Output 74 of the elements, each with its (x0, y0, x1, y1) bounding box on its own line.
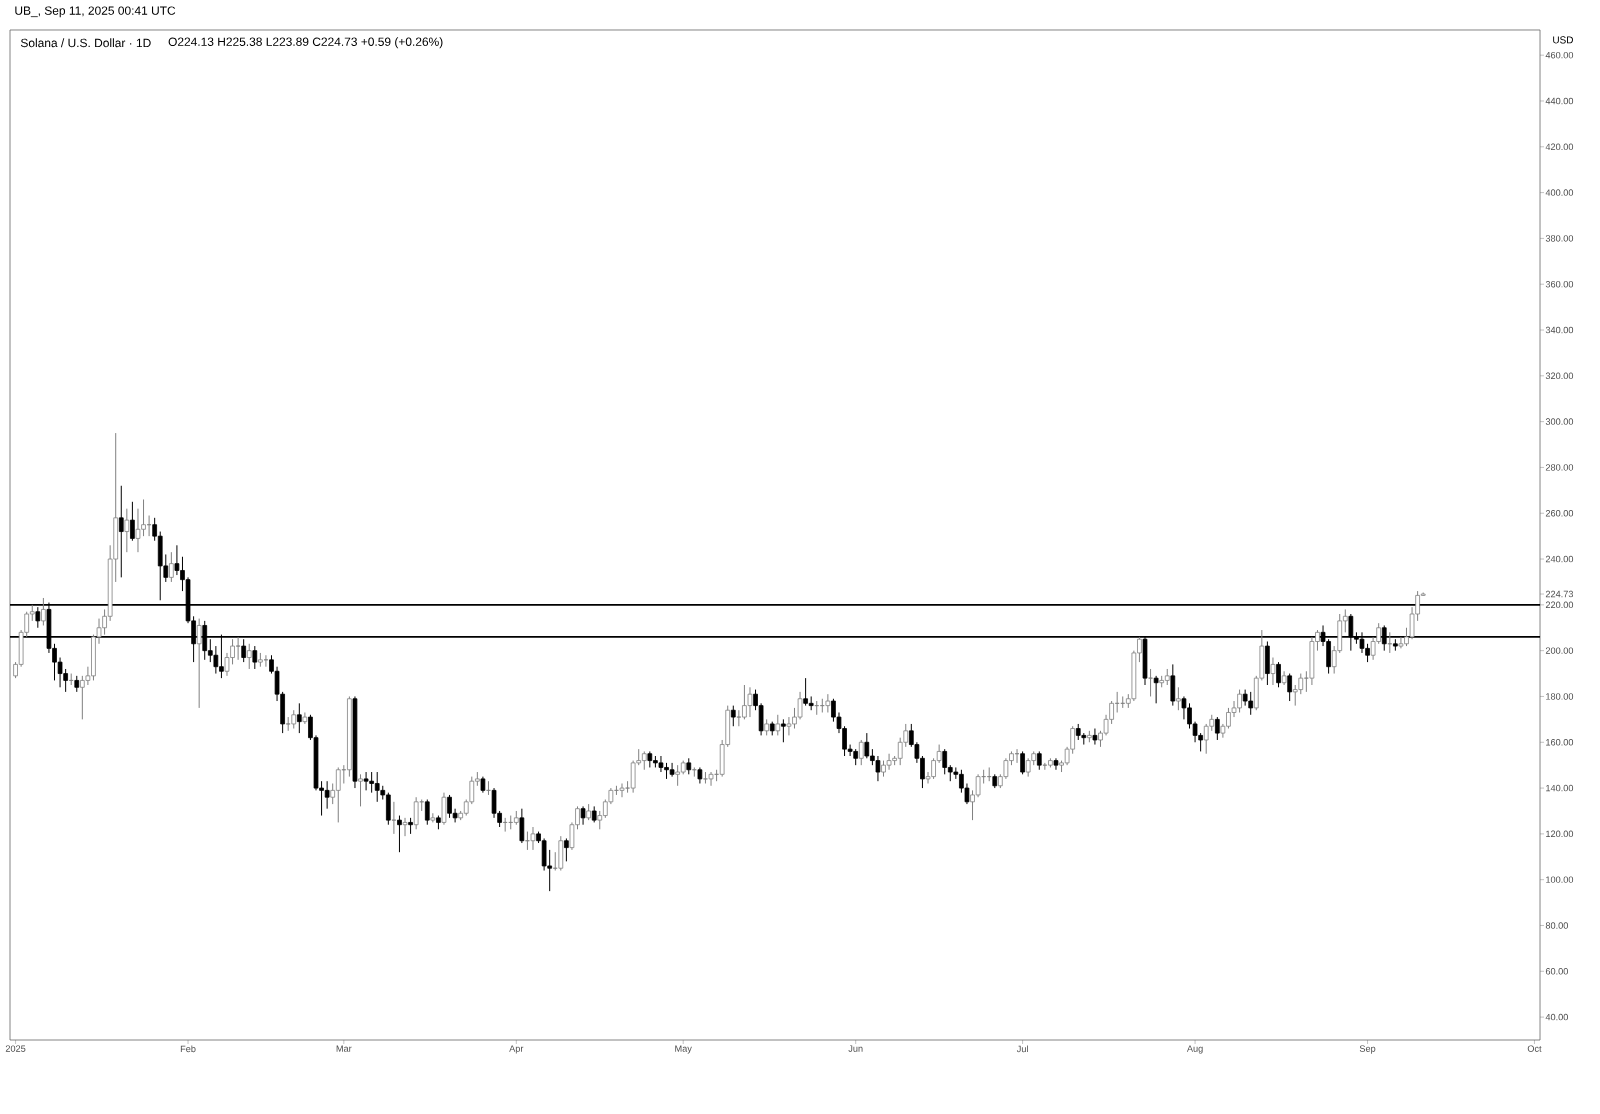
candlestick (1226, 707, 1231, 730)
candlestick (658, 755, 664, 773)
candlestick (1242, 689, 1248, 707)
candlestick (1036, 750, 1042, 771)
candlestick (886, 753, 892, 771)
candlestick (1170, 663, 1176, 707)
candlestick (1025, 757, 1031, 778)
candlestick (803, 677, 808, 707)
candlestick (1398, 636, 1404, 649)
candlestick (374, 771, 380, 803)
candlestick (369, 771, 374, 794)
candlestick (825, 693, 831, 713)
candlestick (296, 702, 302, 734)
candlestick (1014, 748, 1020, 764)
candlestick (1248, 691, 1254, 716)
candlestick (118, 485, 124, 578)
candlestick (291, 709, 297, 730)
candlestick (169, 551, 174, 583)
candlestick (641, 750, 647, 771)
candlestick (858, 739, 864, 766)
candlestick (1203, 723, 1209, 755)
candlestick (1237, 689, 1242, 713)
candlestick (324, 780, 330, 810)
candlestick (1020, 750, 1025, 775)
candlestick (775, 714, 781, 736)
candlestick (447, 794, 452, 819)
candlestick (781, 718, 786, 743)
candlestick (1053, 757, 1059, 771)
candlestick (1287, 673, 1292, 702)
candlestick (580, 805, 586, 826)
candlestick (130, 501, 135, 542)
candlestick (1309, 636, 1315, 686)
candlestick (79, 675, 85, 720)
candlestick (246, 643, 252, 670)
candlestick (875, 755, 881, 782)
candlestick (1270, 657, 1276, 686)
candlestick (363, 771, 369, 791)
candlestick (1148, 668, 1153, 697)
candlestick (730, 705, 736, 727)
candlestick (1176, 686, 1181, 711)
candlestick (708, 771, 714, 787)
candlestick (742, 684, 747, 720)
candlestick (41, 597, 46, 626)
candlestick (619, 782, 625, 798)
candlestick (424, 799, 430, 826)
candlestick (558, 835, 564, 872)
candlestick (1153, 675, 1159, 704)
candlestick (358, 773, 363, 807)
candlestick (747, 686, 753, 718)
candlestick (564, 837, 569, 862)
candlestick (864, 732, 870, 759)
candlestick (252, 645, 258, 670)
candlestick (1092, 728, 1098, 746)
candlestick (491, 787, 497, 819)
candlestick (235, 636, 241, 661)
candlestick (124, 508, 130, 553)
candlestick (675, 764, 680, 787)
candlestick (335, 766, 341, 823)
candlestick (519, 808, 525, 844)
candlestick (196, 618, 202, 709)
candlestick (385, 792, 391, 826)
candlestick (302, 711, 308, 725)
candlestick (530, 826, 536, 851)
candlestick (1003, 757, 1009, 780)
candlestick (1214, 716, 1220, 741)
candlestick (1276, 661, 1281, 688)
candlestick (391, 801, 397, 835)
candlestick (402, 817, 408, 837)
candlestick (397, 815, 402, 853)
candlestick (413, 796, 419, 830)
candlestick (786, 716, 792, 736)
candlestick (942, 748, 948, 775)
candlestick (441, 792, 447, 826)
candlestick (669, 762, 675, 778)
